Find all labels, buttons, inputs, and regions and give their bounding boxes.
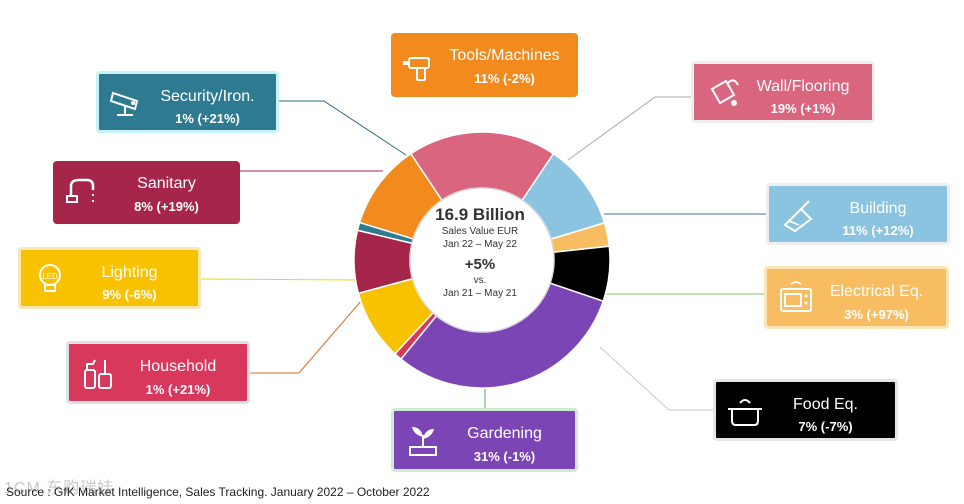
security-camera-icon [109, 83, 147, 121]
category-share-label: 9% (-6%) [102, 287, 157, 303]
category-name: Household [139, 357, 217, 375]
donut-slices [353, 131, 611, 389]
category-share-label: 31% (-1%) [473, 449, 536, 465]
vs-label: vs. [473, 275, 487, 286]
category-share-label: 1% (+21%) [145, 381, 211, 397]
category-share-label: 3% (+97%) [844, 306, 909, 322]
drill-icon [401, 46, 439, 84]
prior-period: Jan 21 – May 21 [443, 288, 517, 299]
category-share-label: 1% (+21%) [175, 111, 240, 127]
category-share-label: 8% (+19%) [134, 198, 199, 214]
current-period: Jan 22 – May 22 [443, 239, 517, 250]
card-lighting: LED Lighting 9% (-6%) [18, 247, 201, 309]
sales-unit: Sales Value EUR [441, 226, 519, 237]
leader-line-security [279, 100, 407, 156]
source-note: Source : GfK Market Intelligence, Sales … [6, 485, 430, 499]
leader-line-household [250, 299, 363, 374]
faucet-icon [63, 174, 101, 212]
microwave-icon [777, 279, 815, 317]
card-wall: Wall/Flooring 19% (+1%) [691, 61, 875, 123]
watermark: 1CM 东购瑞娃 [4, 480, 115, 497]
card-gardening: Gardening 31% (-1%) [391, 408, 578, 472]
category-name: Electrical Eq. [829, 282, 924, 300]
donut-hole [409, 187, 555, 333]
category-name: Sanitary [137, 174, 196, 192]
svg-text:LED: LED [42, 272, 58, 281]
cooking-pot-icon [726, 391, 764, 429]
card-sanitary: Sanitary 8% (+19%) [53, 161, 240, 224]
leader-lines [200, 96, 766, 411]
category-share-label: 11% (+12%) [842, 223, 914, 239]
category-name: Tools/Machines [449, 47, 560, 65]
card-food: Food Eq. 7% (-7%) [713, 379, 898, 441]
card-building: Building 11% (+12%) [766, 183, 950, 245]
category-name: Food Eq. [793, 395, 858, 413]
category-name: Building [849, 199, 907, 217]
category-share-label: 19% (+1%) [770, 101, 836, 117]
growth-value: +5% [464, 256, 496, 273]
card-household: Household 1% (+21%) [66, 341, 250, 404]
donut-center-summary: 16.9 Billion Sales Value EUR Jan 22 – Ma… [409, 187, 551, 333]
total-sales: 16.9 Billion [435, 205, 525, 224]
category-name: Lighting [101, 263, 158, 281]
cleaning-supplies-icon [79, 354, 117, 392]
leader-line-wall [567, 96, 691, 161]
led-bulb-icon: LED [31, 259, 69, 297]
category-name: Wall/Flooring [756, 77, 850, 95]
card-security: Security/Iron. 1% (+21%) [96, 71, 279, 133]
category-name: Gardening [467, 425, 542, 443]
card-tools: Tools/Machines 11% (-2%) [391, 33, 578, 97]
trowel-icon [779, 195, 817, 233]
card-electrical: Electrical Eq. 3% (+97%) [764, 266, 949, 329]
leader-line-lighting [200, 278, 363, 281]
category-name: Security/Iron. [160, 87, 255, 105]
category-share-label: 7% (-7%) [798, 419, 853, 435]
plant-icon [404, 421, 442, 459]
paint-bucket-icon [704, 73, 742, 111]
category-share-label: 11% (-2%) [474, 71, 535, 87]
leader-line-food [599, 346, 713, 411]
